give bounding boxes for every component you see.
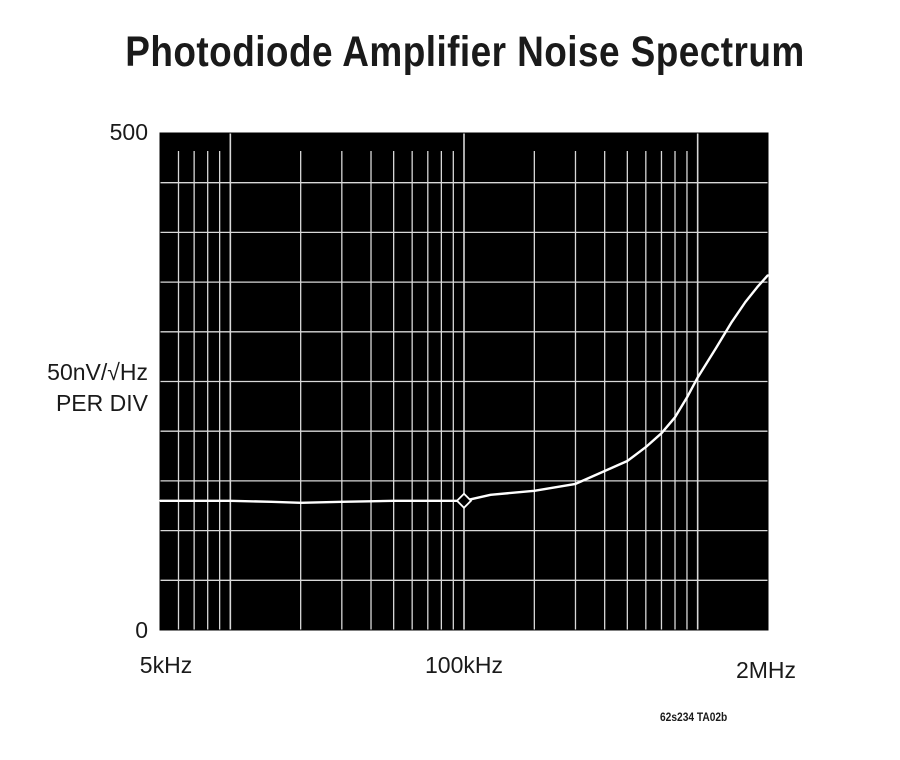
- data-point: [744, 301, 747, 303]
- y-tick-label-500: 500: [109, 119, 148, 145]
- data-point: [270, 500, 273, 503]
- data-point: [392, 499, 395, 502]
- data-point: [340, 500, 343, 503]
- y-axis-unit-line1: 50nV/√Hz: [47, 359, 148, 385]
- data-point: [533, 489, 536, 492]
- data-point: [299, 501, 302, 504]
- data-point: [686, 396, 688, 399]
- data-point: [229, 499, 232, 502]
- data-point: [159, 499, 161, 502]
- data-point: [767, 274, 769, 277]
- data-point: [603, 470, 606, 472]
- noise-traces: [159, 274, 769, 510]
- x-tick-label-100khz: 100kHz: [425, 652, 503, 678]
- y-tick-label-0: 0: [135, 617, 148, 643]
- data-point: [574, 482, 577, 485]
- data-point: [756, 286, 759, 288]
- data-point: [660, 432, 663, 435]
- chart-title: Photodiode Amplifier Noise Spectrum: [125, 28, 805, 76]
- noise-trace-series-0: [160, 274, 769, 504]
- x-tick-label-2mhz: 2MHz: [735, 657, 797, 683]
- y-axis-unit-label: 50nV/√Hz PER DIV: [47, 357, 148, 419]
- data-point: [674, 416, 676, 419]
- data-point: [644, 446, 647, 449]
- x-tick-label-5khz: 5kHz: [139, 652, 193, 678]
- figure-code: 62s234 TA02b: [660, 710, 728, 724]
- plot-border: [159, 132, 769, 631]
- grid-lines: [159, 132, 769, 631]
- data-point: [626, 460, 629, 462]
- data-point: [426, 499, 429, 502]
- marker-diamond: [455, 492, 473, 510]
- data-point: [730, 320, 733, 323]
- data-point: [489, 493, 492, 496]
- data-point: [696, 376, 699, 379]
- data-point: [715, 346, 718, 349]
- data-point: [193, 499, 196, 502]
- y-axis-unit-line2: PER DIV: [55, 390, 148, 416]
